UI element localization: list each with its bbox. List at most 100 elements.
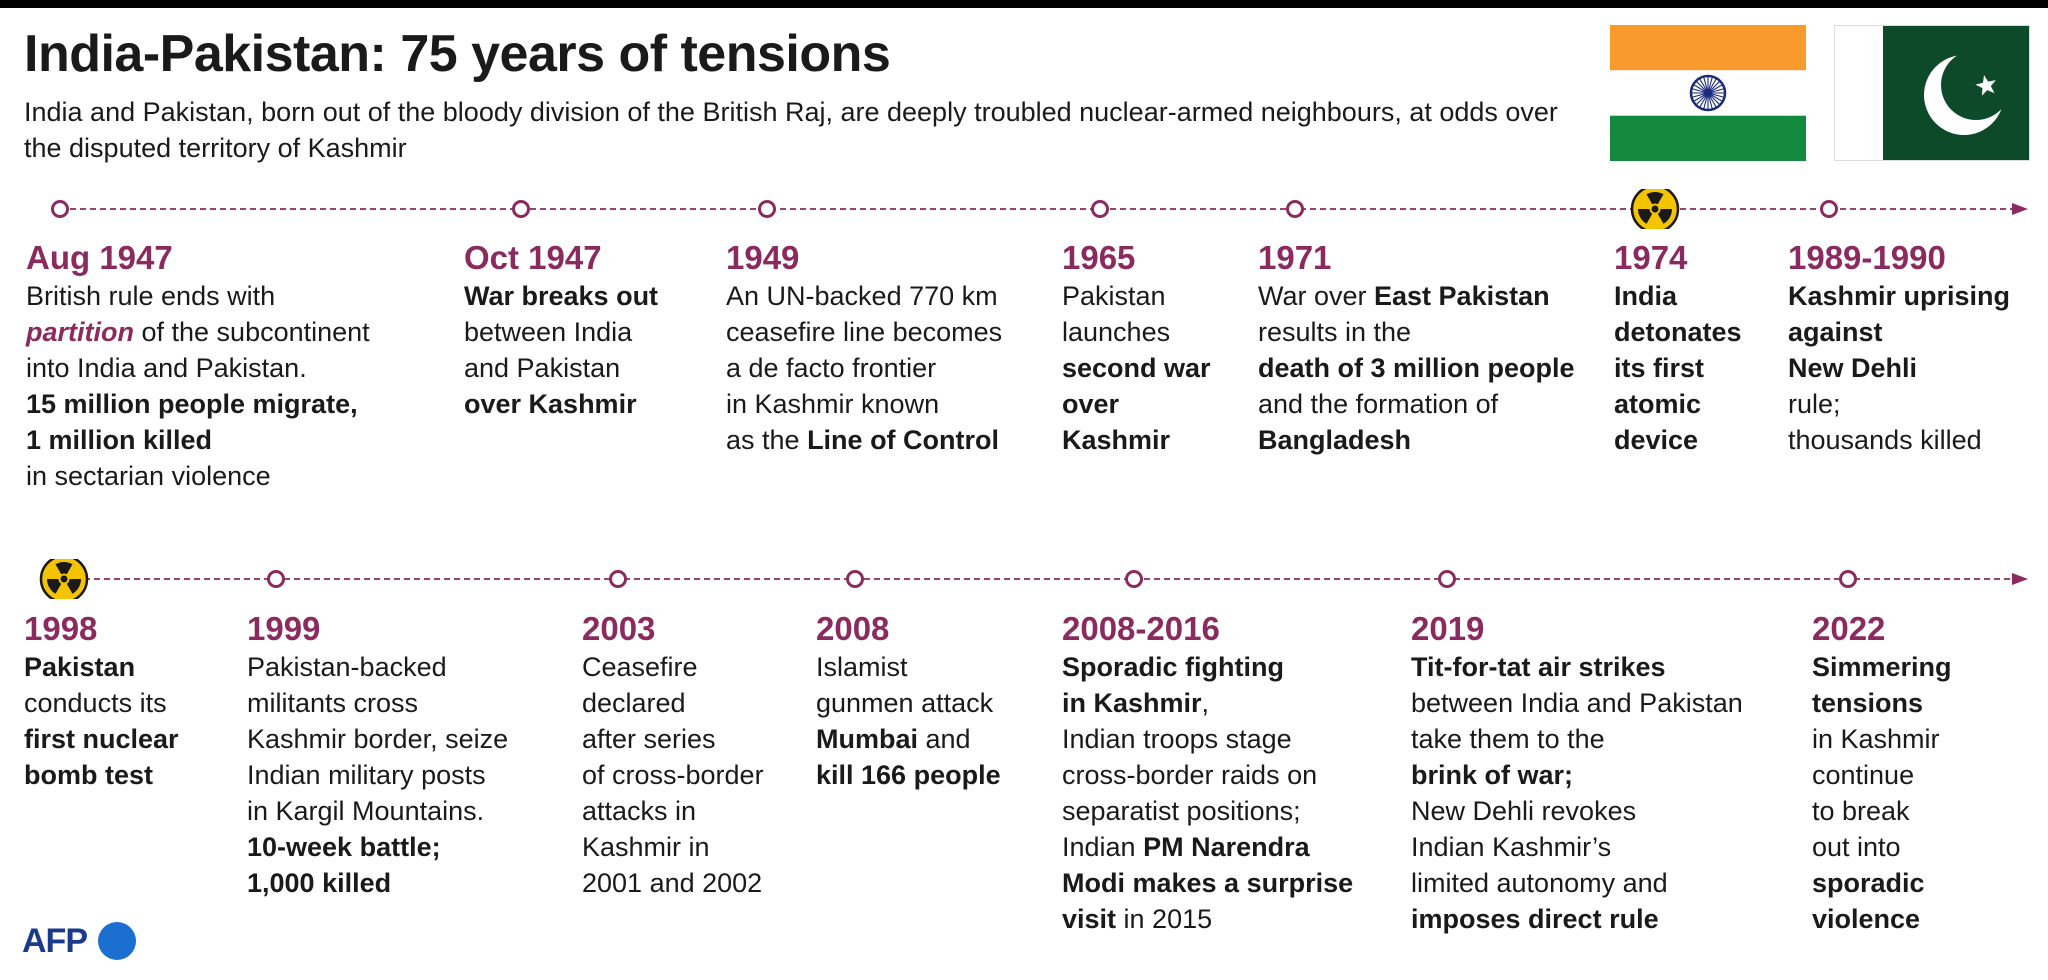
event-aug-1947: Aug 1947 British rule ends with partition… <box>26 238 370 494</box>
event-year: 1974 <box>1614 239 1688 276</box>
highlight-text: Kashmir uprising <box>1788 281 2011 311</box>
event-1999: 1999 Pakistan-backed militants cross Kashm… <box>247 609 508 901</box>
plain-text: Indian <box>1062 832 1144 862</box>
event-text-line: imposes direct rule <box>1411 901 1743 937</box>
event-description: Simmering tensions in Kashmir continue to br… <box>1812 649 1952 937</box>
plain-text: out into <box>1812 832 1901 862</box>
event-text-line: New Dehli <box>1788 350 2010 386</box>
plain-text: conducts its <box>24 688 167 718</box>
event-text-line: and the formation of <box>1258 386 1575 422</box>
event-text-line: Kashmir uprising <box>1788 278 2010 314</box>
event-text-line: Indian military posts <box>247 757 508 793</box>
event-text-line: after series <box>582 721 764 757</box>
timeline-marker <box>267 570 285 588</box>
highlight-text: Line of Control <box>807 425 1000 455</box>
event-text-line: in Kashmir <box>1812 721 1952 757</box>
highlight-text: in Kashmir <box>1062 688 1202 718</box>
highlight-text: Sporadic fighting <box>1062 652 1284 682</box>
plain-text: British rule ends with <box>26 281 276 311</box>
event-text-line: ceasefire line becomes <box>726 314 1002 350</box>
event-description: An UN-backed 770 km ceasefire line become… <box>726 278 1002 458</box>
event-text-line: conducts its <box>24 685 179 721</box>
plain-text: results in the <box>1258 317 1412 347</box>
plain-text: Pakistan-backed <box>247 652 447 682</box>
event-text-line: An UN-backed 770 km <box>726 278 1002 314</box>
event-year: 1998 <box>24 610 98 647</box>
highlight-text: second war <box>1062 353 1211 383</box>
plain-text: declared <box>582 688 686 718</box>
highlight-text: Mumbai <box>816 724 919 754</box>
event-year: 2008 <box>816 610 890 647</box>
event-text-line: Sporadic fighting <box>1062 649 1353 685</box>
event-text-line: launches <box>1062 314 1211 350</box>
event-text-line: over <box>1062 386 1211 422</box>
timeline-marker <box>846 570 864 588</box>
event-text-line: cross-border raids on <box>1062 757 1353 793</box>
event-text-line: War over East Pakistan <box>1258 278 1575 314</box>
event-description: Ceasefire declared after series of cross-bo… <box>582 649 764 901</box>
page-title: India-Pakistan: 75 years of tensions <box>24 25 891 83</box>
plain-text: Kashmir border, seize <box>247 724 509 754</box>
highlight-text: Bangladesh <box>1258 425 1412 455</box>
event-text-line: Islamist <box>816 649 1001 685</box>
page-subtitle: India and Pakistan, born out of the bloo… <box>24 97 1558 163</box>
event-text-line: first nuclear <box>24 721 179 757</box>
highlight-text: imposes direct rule <box>1411 904 1659 934</box>
timeline-marker <box>1820 200 1838 218</box>
highlight-text: 15 million people migrate, <box>26 389 358 419</box>
event-text-line: in Kashmir known <box>726 386 1002 422</box>
plain-text: Pakistan <box>1062 281 1166 311</box>
india-flag-icon <box>1610 25 1806 161</box>
highlight-text: India <box>1614 281 1678 311</box>
highlight-text: bomb test <box>24 760 154 790</box>
event-text-line: sporadic <box>1812 865 1952 901</box>
event-text-line: continue <box>1812 757 1952 793</box>
highlight-text: Kashmir <box>1062 425 1171 455</box>
highlight-text: 1 million killed <box>26 425 213 455</box>
event-text-line: War breaks out <box>464 278 658 314</box>
event-text-line: 15 million people migrate, <box>26 386 370 422</box>
event-year: 1989-1990 <box>1788 239 1946 276</box>
plain-text: in Kargil Mountains. <box>247 796 485 826</box>
event-text-line: 1,000 killed <box>247 865 508 901</box>
timeline-marker <box>1125 570 1143 588</box>
event-text-line: in sectarian violence <box>26 458 370 494</box>
event-text-line: Indian troops stage <box>1062 721 1353 757</box>
event-text-line: separatist positions; <box>1062 793 1353 829</box>
timeline-marker <box>1091 200 1109 218</box>
event-text-line: brink of war; <box>1411 757 1743 793</box>
plain-text: a de facto frontier <box>726 353 937 383</box>
event-text-line: of cross-border <box>582 757 764 793</box>
event-text-line: Pakistan <box>24 649 179 685</box>
highlight-text: War breaks out <box>464 281 659 311</box>
event-text-line: Simmering <box>1812 649 1952 685</box>
event-description: Pakistan-backed militants cross Kashmir bo… <box>247 649 508 901</box>
plain-text: as the <box>726 425 808 455</box>
event-1989-1990: 1989-1990 Kashmir uprising against New Deh… <box>1788 238 2010 458</box>
event-1971: 1971 War over East Pakistan results in th… <box>1258 238 1575 458</box>
highlight-text: tensions <box>1812 688 1924 718</box>
event-text-line: its first <box>1614 350 1742 386</box>
timeline-axis-bottom <box>39 559 2028 599</box>
highlight-text: atomic <box>1614 389 1702 419</box>
event-text-line: as the Line of Control <box>726 422 1002 458</box>
plain-text: , <box>1201 688 1210 718</box>
plain-text: cross-border raids on <box>1062 760 1318 790</box>
event-description: War over East Pakistan results in the deat… <box>1258 278 1575 458</box>
event-text-line: Tit-for-tat air strikes <box>1411 649 1743 685</box>
highlight-text: Pakistan <box>24 652 136 682</box>
event-year: 2008-2016 <box>1062 610 1220 647</box>
event-text-line: take them to the <box>1411 721 1743 757</box>
timeline-marker <box>51 200 69 218</box>
timeline-marker <box>609 570 627 588</box>
event-description: Pakistan conducts its first nuclear bomb te… <box>24 649 179 793</box>
event-text-line: New Dehli revokes <box>1411 793 1743 829</box>
event-oct-1947: Oct 1947 War breaks out between India and … <box>464 238 658 422</box>
event-text-line: 2001 and 2002 <box>582 865 764 901</box>
event-text-line: between India <box>464 314 658 350</box>
plain-text: in sectarian violence <box>26 461 271 491</box>
event-text-line: kill 166 people <box>816 757 1001 793</box>
afp-logo-text: AFP <box>22 922 88 960</box>
event-text-line: limited autonomy and <box>1411 865 1743 901</box>
plain-text: Indian troops stage <box>1062 724 1292 754</box>
